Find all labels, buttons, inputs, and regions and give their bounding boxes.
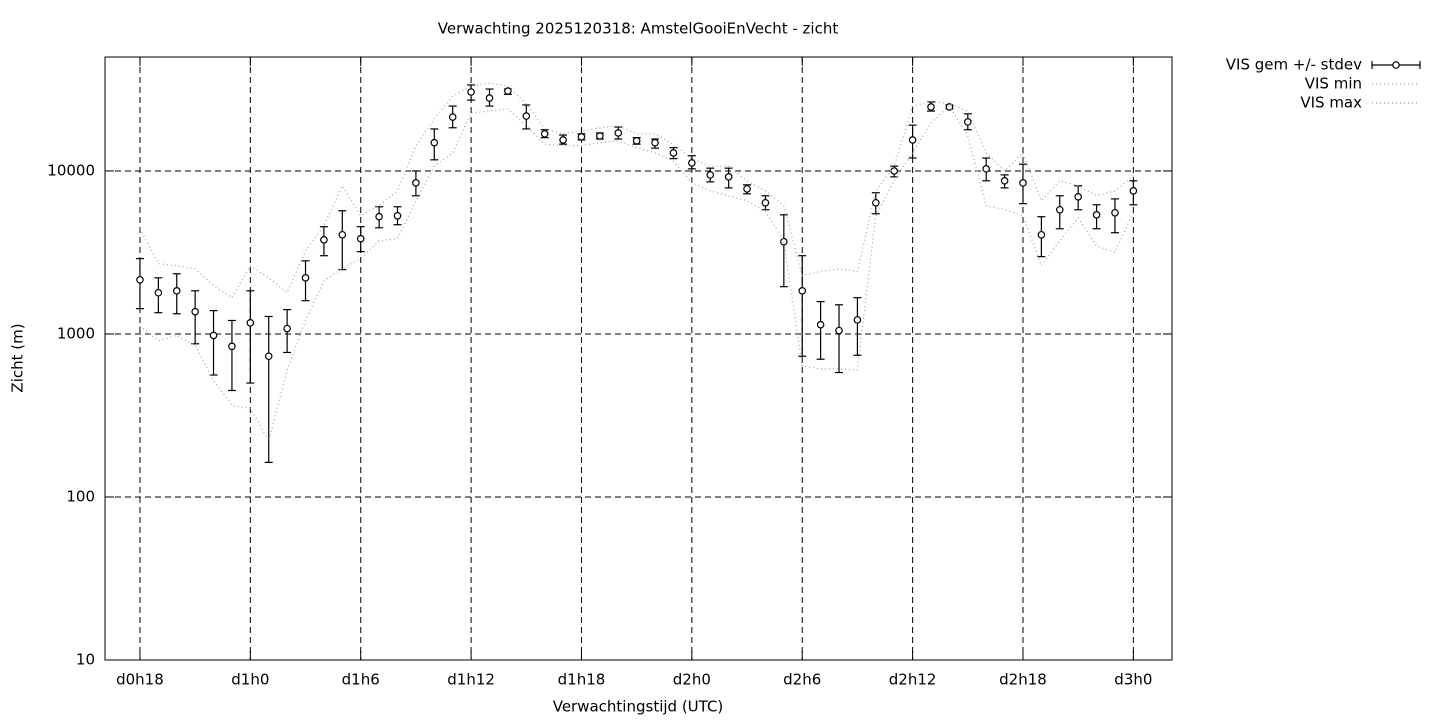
legend-label: VIS gem +/- stdev (1226, 56, 1362, 74)
point (761, 198, 770, 207)
legend-swatch (1392, 61, 1400, 69)
point (191, 307, 199, 316)
point (651, 138, 659, 147)
point (596, 132, 604, 140)
point (246, 319, 255, 327)
point (1037, 230, 1046, 239)
plot-frame (104, 56, 1173, 661)
point (853, 316, 862, 324)
point (136, 275, 144, 284)
point (228, 342, 236, 351)
point (338, 230, 347, 239)
point (908, 136, 917, 144)
point (1129, 187, 1138, 195)
point (963, 118, 972, 126)
x-tick-label: d2h6 (783, 671, 821, 689)
x-axis-label: Verwachtingstijd (UTC) (553, 698, 724, 716)
x-tick-label: d2h18 (999, 671, 1047, 689)
point (264, 352, 273, 361)
point (301, 274, 310, 282)
point (706, 171, 715, 179)
point (872, 198, 880, 207)
x-tick-label: d2h0 (673, 671, 711, 689)
point (485, 94, 494, 102)
point (688, 159, 696, 167)
x-tick-label: d0h18 (116, 671, 164, 689)
point (504, 87, 512, 95)
x-tick-label: d3h0 (1114, 671, 1152, 689)
legend-label: VIS min (1305, 75, 1362, 93)
point (356, 234, 365, 243)
point (669, 149, 678, 157)
point (1074, 193, 1082, 201)
point (522, 112, 531, 120)
chart-title: Verwachting 2025120318: AmstelGooiEnVech… (438, 20, 839, 38)
series-line (139, 82, 1134, 299)
point (540, 129, 549, 138)
point (467, 88, 475, 96)
point (1019, 179, 1027, 187)
x-tick-label: d1h6 (342, 671, 380, 689)
point (1055, 205, 1064, 214)
point (320, 236, 328, 244)
series-line (139, 105, 1134, 443)
x-tick-label: d1h18 (558, 671, 606, 689)
point (559, 136, 567, 144)
point (412, 179, 420, 187)
point (577, 132, 586, 141)
point (724, 173, 733, 181)
point (375, 212, 383, 221)
point (945, 103, 954, 111)
point (154, 288, 163, 297)
point (209, 331, 218, 340)
point (393, 211, 402, 220)
point (614, 129, 623, 137)
point (1000, 177, 1009, 185)
y-tick-label: 10 (76, 651, 95, 669)
point (743, 185, 751, 193)
legend-label: VIS max (1300, 94, 1362, 112)
point (798, 286, 807, 295)
y-tick-label: 10000 (47, 161, 95, 179)
point (172, 286, 181, 295)
x-tick-label: d2h12 (889, 671, 937, 689)
point (816, 320, 825, 329)
point (890, 167, 899, 175)
y-tick-label: 100 (66, 487, 95, 505)
x-tick-label: d1h0 (231, 671, 269, 689)
point (927, 103, 935, 111)
point (1092, 211, 1101, 219)
point (982, 165, 990, 173)
point (283, 324, 291, 333)
y-axis-label: Zicht (m) (9, 323, 27, 392)
point (430, 138, 439, 147)
point (448, 113, 457, 121)
point (780, 237, 788, 246)
point (835, 326, 843, 335)
point (632, 137, 641, 145)
x-tick-label: d1h12 (447, 671, 495, 689)
point (1111, 208, 1119, 217)
y-tick-label: 1000 (57, 324, 95, 342)
